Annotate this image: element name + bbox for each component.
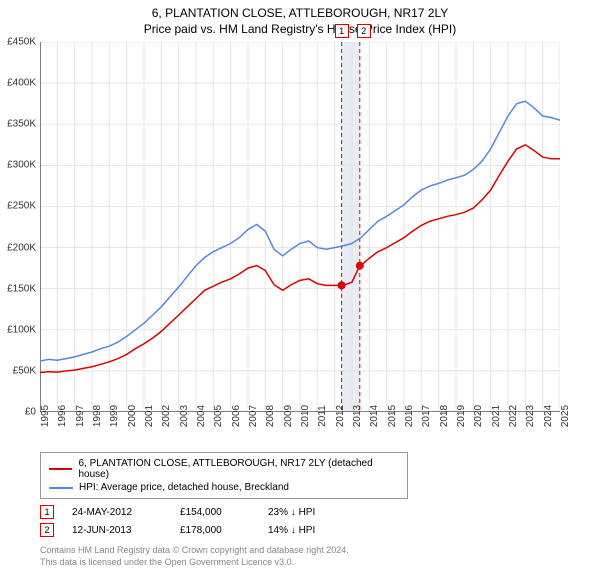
transaction-diff: 23% ↓ HPI xyxy=(268,507,348,518)
legend-label: 6, PLANTATION CLOSE, ATTLEBOROUGH, NR17 … xyxy=(78,458,399,480)
x-tick-label: 2013 xyxy=(352,405,363,427)
x-tick-label: 2005 xyxy=(213,405,224,427)
y-tick-label: £400K xyxy=(7,78,36,89)
footer-line-2: This data is licensed under the Open Gov… xyxy=(40,557,600,568)
transaction-marker: 1 xyxy=(40,505,54,519)
x-tick-label: 2019 xyxy=(456,405,467,427)
x-tick-label: 2004 xyxy=(196,405,207,427)
x-tick-label: 2014 xyxy=(369,405,380,427)
attribution-footer: Contains HM Land Registry data © Crown c… xyxy=(40,545,600,568)
x-tick-label: 2001 xyxy=(144,405,155,427)
x-tick-label: 2011 xyxy=(317,405,328,427)
x-tick-label: 1999 xyxy=(109,405,120,427)
x-tick-label: 2007 xyxy=(248,405,259,427)
y-tick-label: £300K xyxy=(7,160,36,171)
transaction-row: 1 24-MAY-2012 £154,000 23% ↓ HPI xyxy=(40,503,600,521)
x-tick-label: 2002 xyxy=(161,405,172,427)
x-tick-label: 2006 xyxy=(231,405,242,427)
y-tick-label: £150K xyxy=(7,283,36,294)
x-tick-label: 2003 xyxy=(179,405,190,427)
x-tick-label: 2018 xyxy=(439,405,450,427)
y-tick-label: £450K xyxy=(7,37,36,48)
y-tick-label: £0 xyxy=(25,407,36,418)
x-tick-label: 2020 xyxy=(473,405,484,427)
transaction-date: 24-MAY-2012 xyxy=(72,507,162,518)
y-tick-label: £350K xyxy=(7,119,36,130)
chart-area: £0£50K£100K£150K£200K£250K£300K£350K£400… xyxy=(40,42,600,412)
x-tick-label: 1996 xyxy=(57,405,68,427)
chart-title: 6, PLANTATION CLOSE, ATTLEBOROUGH, NR17 … xyxy=(0,0,600,20)
x-tick-label: 2009 xyxy=(283,405,294,427)
x-tick-label: 2000 xyxy=(127,405,138,427)
x-tick-label: 2021 xyxy=(491,405,502,427)
legend-item: 6, PLANTATION CLOSE, ATTLEBOROUGH, NR17 … xyxy=(49,457,399,481)
x-tick-label: 2008 xyxy=(265,405,276,427)
transaction-marker: 2 xyxy=(40,523,54,537)
y-tick-label: £250K xyxy=(7,201,36,212)
x-tick-label: 2017 xyxy=(421,405,432,427)
legend-item: HPI: Average price, detached house, Brec… xyxy=(49,481,399,494)
footer-line-1: Contains HM Land Registry data © Crown c… xyxy=(40,545,600,557)
x-tick-label: 2023 xyxy=(525,405,536,427)
x-tick-label: 1995 xyxy=(40,405,51,427)
x-tick-label: 2010 xyxy=(300,405,311,427)
transaction-row: 2 12-JUN-2013 £178,000 14% ↓ HPI xyxy=(40,521,600,539)
x-tick-label: 1997 xyxy=(75,405,86,427)
y-tick-label: £100K xyxy=(7,324,36,335)
x-tick-label: 2015 xyxy=(387,405,398,427)
transaction-table: 1 24-MAY-2012 £154,000 23% ↓ HPI 2 12-JUN-201… xyxy=(40,503,600,539)
x-tick-label: 2012 xyxy=(335,405,346,427)
x-tick-label: 2022 xyxy=(508,405,519,427)
y-tick-label: £200K xyxy=(7,242,36,253)
legend-swatch xyxy=(49,468,72,470)
transaction-diff: 14% ↓ HPI xyxy=(268,525,348,536)
legend-swatch xyxy=(49,487,73,489)
x-axis-labels: 1995199619971998199920002001200220032004… xyxy=(40,412,600,446)
y-tick-label: £50K xyxy=(13,365,36,376)
chart-svg xyxy=(40,42,560,412)
transaction-date: 12-JUN-2013 xyxy=(72,525,162,536)
x-tick-label: 2025 xyxy=(560,405,571,427)
chart-marker-label: 2 xyxy=(357,24,371,38)
chart-subtitle: Price paid vs. HM Land Registry's House … xyxy=(0,20,600,42)
x-tick-label: 2016 xyxy=(404,405,415,427)
chart-marker-label: 1 xyxy=(335,24,349,38)
transaction-price: £178,000 xyxy=(180,525,250,536)
transaction-price: £154,000 xyxy=(180,507,250,518)
legend-box: 6, PLANTATION CLOSE, ATTLEBOROUGH, NR17 … xyxy=(40,452,408,499)
x-tick-label: 2024 xyxy=(543,405,554,427)
x-tick-label: 1998 xyxy=(92,405,103,427)
legend-label: HPI: Average price, detached house, Brec… xyxy=(79,482,289,493)
y-axis-labels: £0£50K£100K£150K£200K£250K£300K£350K£400… xyxy=(0,42,38,412)
